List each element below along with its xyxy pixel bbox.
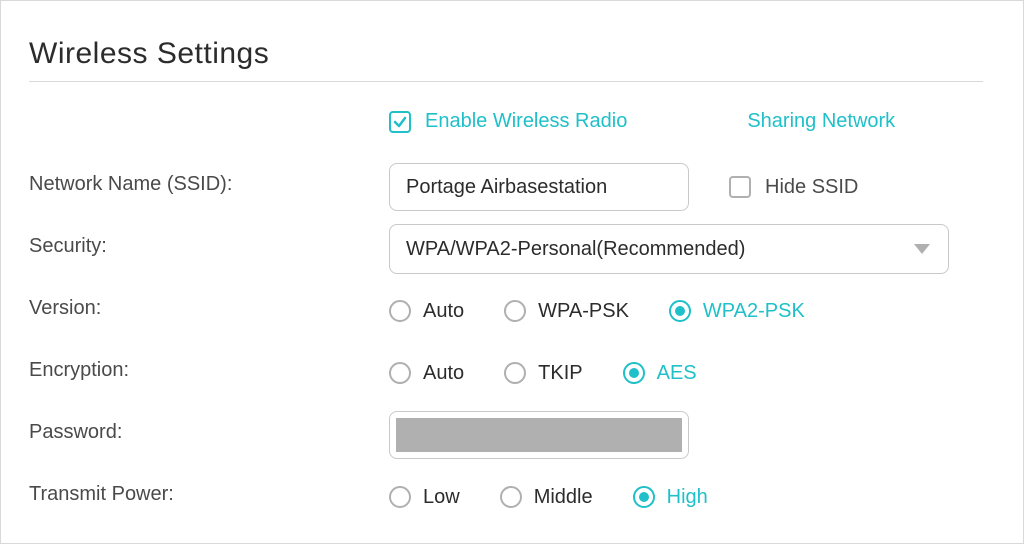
divider: [29, 81, 983, 82]
version-radios-option[interactable]: WPA-PSK: [504, 300, 629, 323]
radio-icon: [389, 300, 411, 322]
wireless-settings-panel: Wireless Settings Enable Wireless Radio …: [0, 0, 1024, 544]
radio-icon: [504, 300, 526, 322]
radio-label: Low: [423, 486, 460, 509]
radio-label: Auto: [423, 300, 464, 323]
radio-icon: [633, 486, 655, 508]
radio-label: TKIP: [538, 362, 582, 385]
encryption-radios-option[interactable]: AES: [623, 362, 697, 385]
radio-label: Middle: [534, 486, 593, 509]
version-radios-option[interactable]: Auto: [389, 300, 464, 323]
transmit-power-radios: Low Middle High: [389, 486, 708, 509]
checkbox-icon: [389, 111, 411, 133]
encryption-radios-option[interactable]: TKIP: [504, 362, 582, 385]
radio-icon: [389, 362, 411, 384]
version-radios-option[interactable]: WPA2-PSK: [669, 300, 805, 323]
security-selected: WPA/WPA2-Personal(Recommended): [406, 238, 745, 261]
radio-label: WPA-PSK: [538, 300, 629, 323]
radio-label: WPA2-PSK: [703, 300, 805, 323]
spacer: [29, 110, 389, 161]
radio-icon: [623, 362, 645, 384]
security-label: Security:: [29, 223, 389, 285]
enable-wireless-label: Enable Wireless Radio: [425, 110, 627, 133]
radio-icon: [389, 486, 411, 508]
radio-label: High: [667, 486, 708, 509]
transmit-power-radios-option[interactable]: High: [633, 486, 708, 509]
hide-ssid-checkbox[interactable]: Hide SSID: [729, 176, 858, 199]
top-actions: Enable Wireless Radio Sharing Network: [389, 110, 983, 133]
radio-label: AES: [657, 362, 697, 385]
chevron-down-icon: [914, 244, 930, 254]
encryption-radios-option[interactable]: Auto: [389, 362, 464, 385]
transmit-power-label: Transmit Power:: [29, 471, 389, 533]
ssid-input[interactable]: [389, 163, 689, 211]
transmit-power-radios-option[interactable]: Middle: [500, 486, 593, 509]
radio-icon: [669, 300, 691, 322]
sharing-network-link[interactable]: Sharing Network: [747, 110, 895, 133]
security-select[interactable]: WPA/WPA2-Personal(Recommended): [389, 224, 949, 274]
password-input[interactable]: [389, 411, 689, 459]
password-mask: [396, 418, 682, 452]
transmit-power-radios-option[interactable]: Low: [389, 486, 460, 509]
version-radios: Auto WPA-PSK WPA2-PSK: [389, 300, 805, 323]
encryption-radios: Auto TKIP AES: [389, 362, 697, 385]
hide-ssid-label: Hide SSID: [765, 176, 858, 199]
version-label: Version:: [29, 285, 389, 347]
password-label: Password:: [29, 409, 389, 471]
radio-icon: [500, 486, 522, 508]
radio-icon: [504, 362, 526, 384]
ssid-label: Network Name (SSID):: [29, 161, 389, 223]
checkbox-icon: [729, 176, 751, 198]
radio-label: Auto: [423, 362, 464, 385]
enable-wireless-checkbox[interactable]: Enable Wireless Radio: [389, 110, 627, 133]
encryption-label: Encryption:: [29, 347, 389, 409]
page-title: Wireless Settings: [29, 37, 983, 71]
